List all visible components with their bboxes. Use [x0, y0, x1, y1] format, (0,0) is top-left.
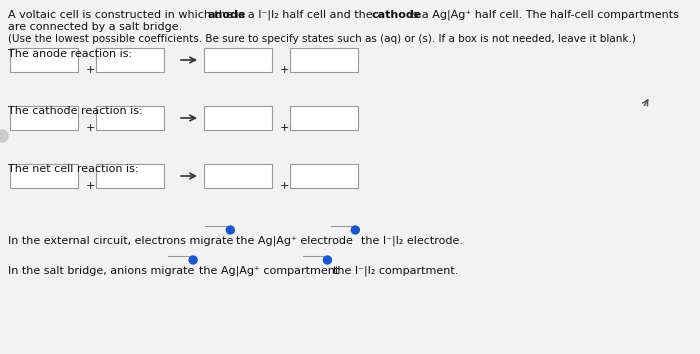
Text: the Ag|Ag⁺ compartment: the Ag|Ag⁺ compartment	[199, 266, 340, 276]
Text: are connected by a salt bridge.: are connected by a salt bridge.	[8, 22, 182, 32]
Text: +: +	[280, 123, 289, 133]
Text: is a I⁻|I₂ half cell and the: is a I⁻|I₂ half cell and the	[232, 10, 377, 21]
Text: anode: anode	[208, 10, 246, 20]
Text: the I⁻|I₂ compartment.: the I⁻|I₂ compartment.	[333, 266, 458, 276]
Bar	[96, 164, 164, 188]
Text: +: +	[86, 123, 95, 133]
Bar	[10, 106, 78, 130]
Bar	[96, 48, 164, 72]
Text: the I⁻|I₂ electrode.: the I⁻|I₂ electrode.	[361, 236, 463, 246]
Text: +: +	[86, 65, 95, 75]
Bar	[204, 164, 272, 188]
Text: The cathode reaction is:: The cathode reaction is:	[8, 106, 143, 116]
Bar	[290, 106, 358, 130]
Bar	[290, 48, 358, 72]
Text: In the external circuit, electrons migrate: In the external circuit, electrons migra…	[8, 236, 233, 246]
Text: The net cell reaction is:: The net cell reaction is:	[8, 164, 139, 174]
Text: cathode: cathode	[372, 10, 422, 20]
Bar	[10, 164, 78, 188]
Circle shape	[0, 130, 8, 142]
Text: In the salt bridge, anions migrate: In the salt bridge, anions migrate	[8, 266, 195, 276]
Circle shape	[226, 226, 234, 234]
Text: +: +	[280, 181, 289, 191]
Text: +: +	[280, 65, 289, 75]
Circle shape	[351, 226, 359, 234]
Circle shape	[323, 256, 331, 264]
Circle shape	[189, 256, 197, 264]
Bar	[204, 106, 272, 130]
Bar	[204, 48, 272, 72]
Bar	[96, 106, 164, 130]
Bar	[290, 164, 358, 188]
Text: A voltaic cell is constructed in which the: A voltaic cell is constructed in which t…	[8, 10, 237, 20]
Text: +: +	[86, 181, 95, 191]
Text: (Use the lowest possible coefficients. Be sure to specify states such as (aq) or: (Use the lowest possible coefficients. B…	[8, 34, 636, 44]
Text: the Ag|Ag⁺ electrode: the Ag|Ag⁺ electrode	[237, 236, 354, 246]
Text: The anode reaction is:: The anode reaction is:	[8, 49, 132, 59]
Bar	[10, 48, 78, 72]
Text: is a Ag|Ag⁺ half cell. The half-cell compartments: is a Ag|Ag⁺ half cell. The half-cell com…	[406, 10, 679, 21]
